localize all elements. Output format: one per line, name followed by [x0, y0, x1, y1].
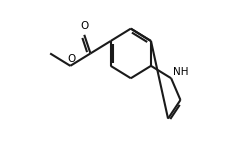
Text: O: O	[67, 54, 75, 63]
Text: O: O	[80, 21, 88, 31]
Text: NH: NH	[173, 67, 188, 77]
